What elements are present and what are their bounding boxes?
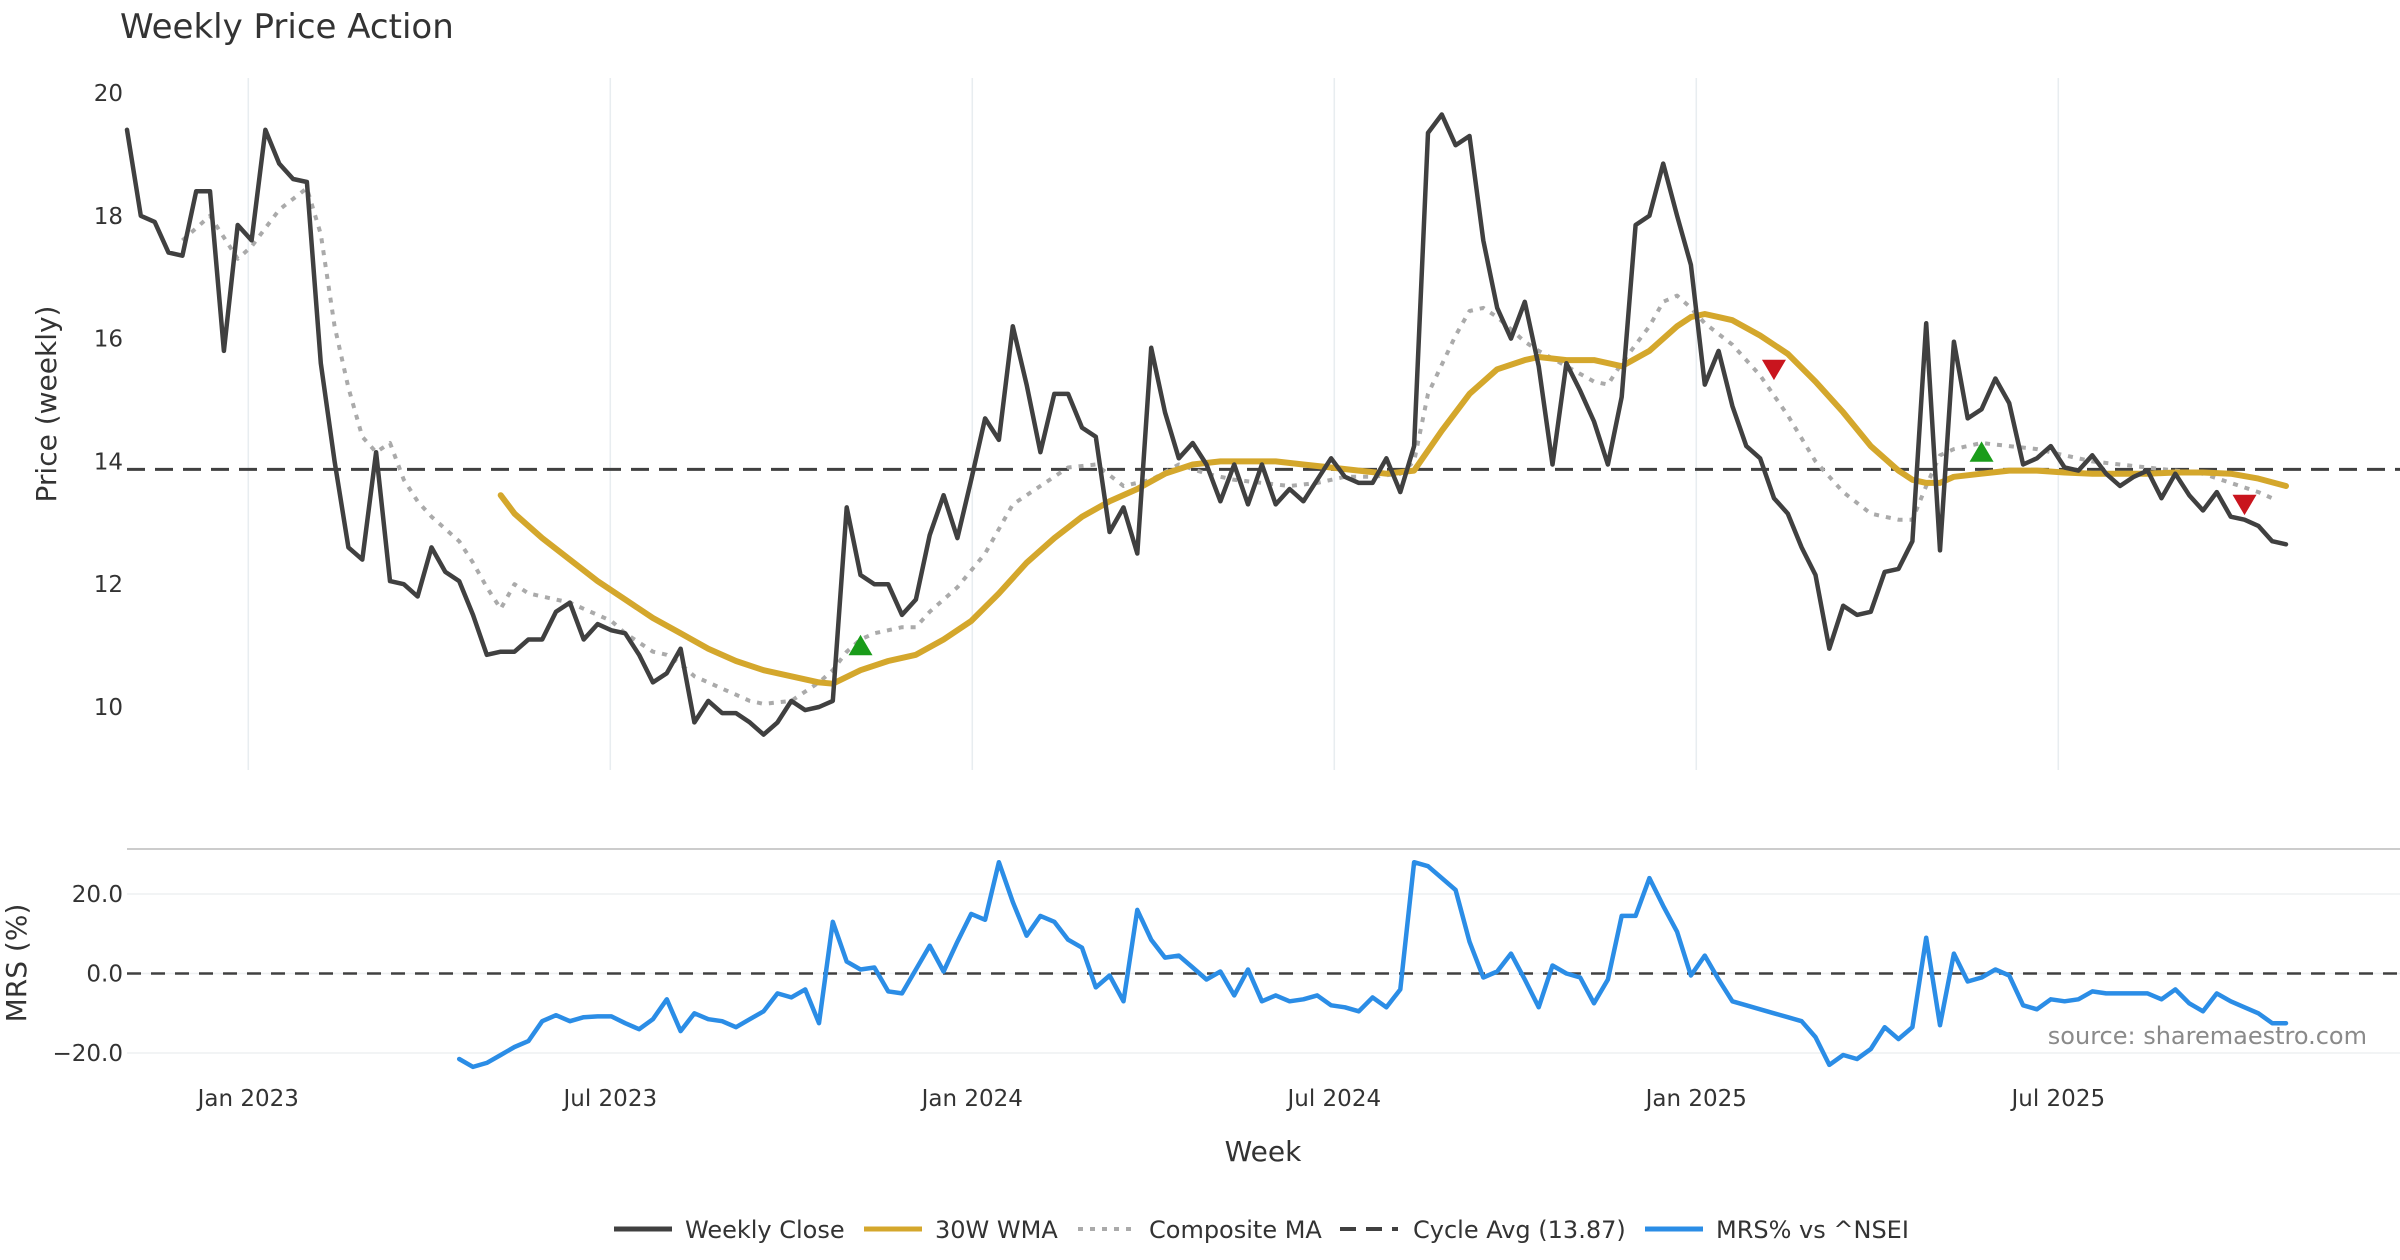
x-tick-label: Jul 2023 [561,1086,657,1112]
legend-label: 30W WMA [935,1216,1058,1244]
price-y-tick-label: 16 [94,327,123,353]
price-y-ticks: 20 18 16 14 12 10 [94,81,123,721]
price-y-tick-label: 14 [94,449,123,475]
wma-30w-line [497,311,2289,687]
mrs-line [456,859,2289,1070]
source-note: source: sharemaestro.com [2048,1022,2367,1050]
price-gridlines [247,78,2060,770]
legend-label: Weekly Close [685,1216,845,1244]
weekly-close-line [124,112,2289,737]
buy-signal-marker [848,634,873,656]
sell-signal-marker [1761,359,1786,381]
price-y-tick-label: 18 [94,204,123,230]
mrs-y-ticks: 20.0 0.0 −20.0 [53,882,123,1067]
x-tick-label: Jul 2024 [1285,1086,1381,1112]
price-y-tick-label: 10 [94,695,123,721]
x-axis-ticks: Jan 2023 Jul 2023 Jan 2024 Jul 2024 Jan 2025… [196,1086,2105,1112]
price-y-tick-label: 20 [94,81,123,107]
legend-label: MRS% vs ^NSEI [1716,1216,1909,1244]
mrs-y-tick-label: 0.0 [86,962,123,988]
price-y-tick-label: 12 [94,572,123,598]
buy-signal-marker [1969,441,1994,462]
x-axis-label: Week [1225,1135,1302,1168]
sell-signal-marker [2232,494,2257,516]
mrs-y-tick-label: 20.0 [72,882,123,908]
chart-title: Weekly Price Action [120,7,454,47]
legend-label: Cycle Avg (13.87) [1413,1216,1626,1244]
mrs-y-axis-label: MRS (%) [0,904,33,1023]
x-tick-label: Jul 2025 [2009,1086,2105,1112]
x-tick-label: Jan 2025 [1644,1086,1747,1112]
composite-ma-line [181,186,2274,706]
signal-markers [848,359,2257,656]
mrs-y-tick-label: −20.0 [53,1041,123,1067]
price-y-axis-label: Price (weekly) [30,306,63,503]
x-tick-label: Jan 2023 [196,1086,299,1112]
legend: Weekly Close 30W WMA Composite MA Cycle Avg… [614,1216,1909,1244]
series-layer [124,112,2289,1070]
legend-label: Composite MA [1149,1216,1322,1244]
x-tick-label: Jan 2024 [920,1086,1023,1112]
